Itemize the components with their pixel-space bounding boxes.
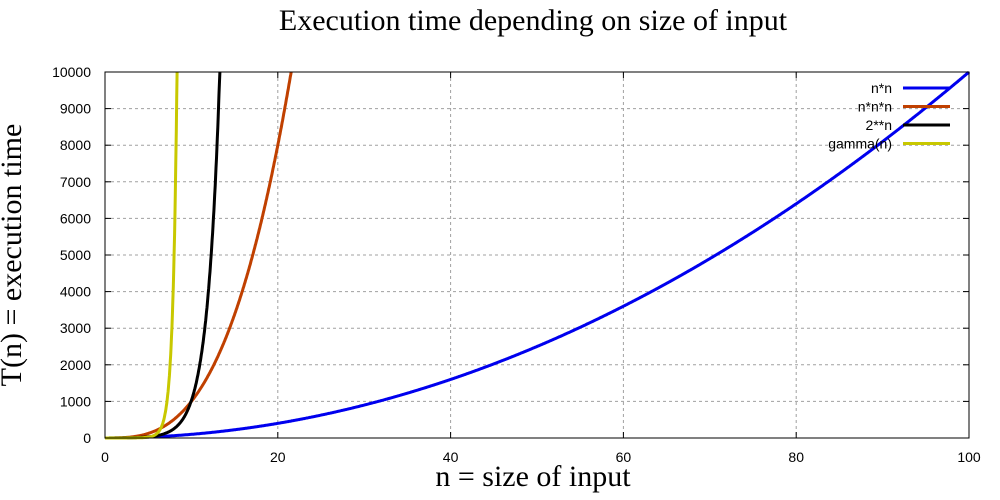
y-tick-label: 8000 (60, 137, 91, 153)
y-tick-label: 9000 (60, 101, 91, 117)
x-tick-label: 60 (616, 449, 632, 465)
y-tick-label: 7000 (60, 174, 91, 190)
series-line-0 (105, 70, 971, 440)
legend: n*n n*n*n 2**n gamma(n) (828, 80, 950, 152)
y-tick-label: 2000 (60, 357, 91, 373)
legend-label: n*n*n (858, 99, 892, 115)
axis-ticks: 0100020003000400050006000700080009000100… (52, 64, 981, 465)
legend-label: n*n (871, 80, 892, 96)
legend-label: gamma(n) (828, 136, 892, 152)
y-axis-label: T(n) = execution time (0, 123, 28, 387)
y-tick-label: 10000 (52, 64, 91, 80)
y-tick-label: 0 (83, 430, 91, 446)
x-tick-label: 80 (788, 449, 804, 465)
x-tick-label: 40 (443, 449, 459, 465)
x-tick-label: 20 (270, 449, 286, 465)
y-tick-label: 1000 (60, 393, 91, 409)
chart-title: Execution time depending on size of inpu… (278, 4, 788, 37)
x-tick-label: 100 (957, 449, 981, 465)
y-tick-label: 6000 (60, 210, 91, 226)
x-axis-label: n = size of input (435, 460, 631, 493)
y-tick-label: 3000 (60, 320, 91, 336)
y-tick-label: 5000 (60, 247, 91, 263)
legend-label: 2**n (866, 117, 892, 133)
y-tick-label: 4000 (60, 284, 91, 300)
plot-frame (104, 71, 970, 439)
x-tick-label: 0 (101, 449, 109, 465)
gridlines (105, 72, 969, 438)
